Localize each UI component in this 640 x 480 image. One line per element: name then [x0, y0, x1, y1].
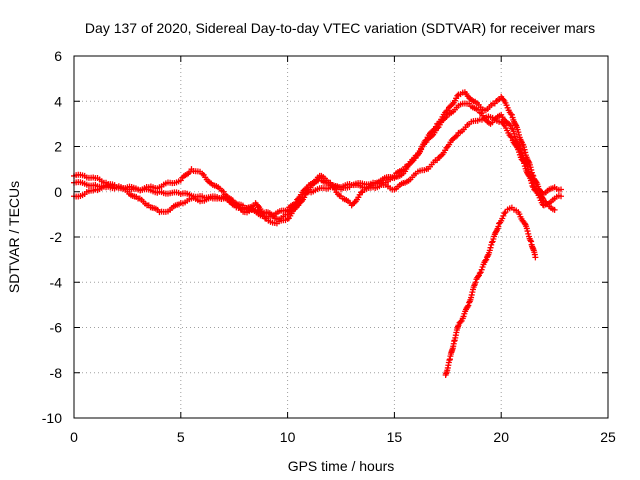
data-point-interp — [351, 199, 358, 206]
data-point-interp — [414, 151, 421, 158]
data-point-interp — [443, 144, 450, 151]
x-tick-label: 10 — [280, 429, 296, 445]
x-tick-label: 20 — [493, 429, 509, 445]
y-tick-label: 6 — [54, 48, 62, 64]
data-point — [508, 134, 515, 141]
data-point — [444, 107, 451, 114]
y-tick-label: -8 — [50, 365, 63, 381]
data-point-interp — [486, 247, 493, 254]
data-point-interp — [254, 202, 261, 209]
data-point-interp — [488, 239, 495, 246]
data-point-interp — [452, 133, 459, 140]
data-point — [519, 157, 526, 164]
data-point-interp — [478, 266, 485, 273]
data-points — [71, 89, 565, 379]
data-point-interp — [518, 138, 525, 145]
data-point-interp — [507, 111, 514, 118]
data-point-interp — [529, 172, 536, 179]
x-tick-label: 5 — [177, 429, 185, 445]
data-point-interp — [528, 166, 535, 173]
axis-ticks: 0 5 10 15 20 25 -10 -8 -6 -4 -2 0 2 4 6 — [42, 48, 616, 445]
data-point-interp — [465, 302, 472, 309]
data-point-interp — [457, 318, 464, 325]
data-point-interp — [524, 228, 531, 235]
data-point-interp — [527, 237, 534, 244]
chart-title: Day 137 of 2020, Sidereal Day-to-day VTE… — [85, 20, 595, 36]
x-tick-label: 15 — [387, 429, 403, 445]
data-point — [558, 193, 565, 200]
data-point-interp — [432, 123, 439, 130]
y-axis-label: SDTVAR / TECUs — [6, 181, 22, 293]
data-point-interp — [516, 149, 522, 156]
data-point — [551, 206, 558, 213]
data-point-interp — [482, 257, 489, 264]
x-tick-label: 0 — [70, 429, 78, 445]
data-point-interp — [507, 122, 514, 129]
data-point-interp — [460, 313, 467, 320]
data-point-interp — [443, 108, 450, 115]
data-point-interp — [358, 189, 365, 196]
data-point-interp — [539, 194, 546, 201]
data-point — [472, 279, 479, 286]
x-axis-label: GPS time / hours — [288, 458, 395, 474]
y-tick-label: 4 — [54, 93, 62, 109]
data-point-interp — [521, 146, 528, 153]
data-point-interp — [475, 273, 482, 280]
data-point — [508, 111, 515, 118]
data-point-interp — [454, 132, 461, 139]
data-point-interp — [499, 119, 506, 126]
data-point-interp — [501, 210, 508, 217]
data-point-interp — [527, 164, 534, 171]
data-point — [519, 141, 526, 148]
data-point — [476, 270, 483, 277]
y-tick-label: 2 — [54, 139, 62, 155]
y-tick-label: -10 — [42, 410, 62, 426]
data-point-interp — [422, 137, 429, 144]
data-point-interp — [521, 160, 528, 167]
data-point-interp — [464, 303, 471, 310]
y-tick-label: -6 — [50, 320, 63, 336]
data-point-interp — [535, 186, 542, 193]
data-point-interp — [511, 130, 518, 137]
x-tick-label: 25 — [600, 429, 616, 445]
data-point-interp — [454, 92, 461, 99]
data-point — [532, 254, 539, 261]
y-tick-label: -4 — [50, 274, 63, 290]
data-point-interp — [495, 223, 502, 230]
data-point-interp — [515, 129, 522, 136]
data-point — [558, 186, 565, 193]
data-point — [284, 215, 291, 222]
data-point-interp — [442, 114, 449, 121]
data-point — [530, 172, 537, 179]
data-point-interp — [507, 133, 514, 140]
data-point-interp — [529, 182, 536, 189]
data-point-interp — [487, 244, 494, 251]
y-tick-label: 0 — [54, 184, 62, 200]
y-tick-label: -2 — [50, 229, 63, 245]
